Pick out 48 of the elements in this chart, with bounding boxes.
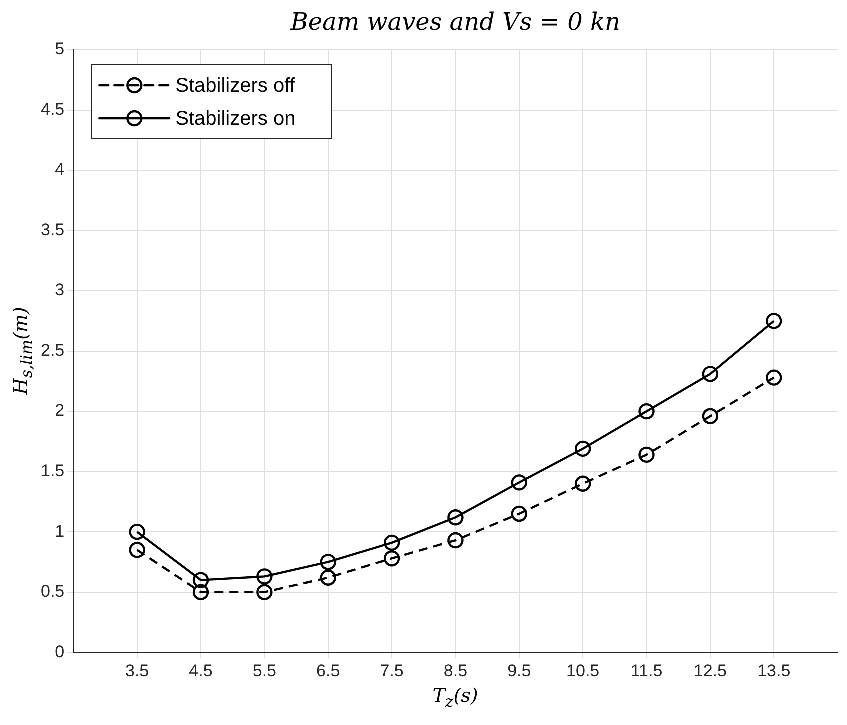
x-tick-label: 7.5 [380,661,404,680]
point [574,440,592,458]
point [511,474,528,491]
point [638,446,655,464]
x-tick-label: 5.5 [252,661,276,680]
point [320,570,336,586]
y-tick-label: 1.5 [40,462,65,481]
point [766,313,782,330]
point [129,524,146,540]
y-tick-label: 5 [55,40,65,59]
y-tick-label: 4 [55,160,65,180]
x-tick-label: 12.5 [694,661,727,680]
x-axis-title: T$_{z}$(s) [432,684,478,710]
point [320,554,336,570]
y-tick-label: 0 [55,642,65,662]
point [702,408,719,424]
point [256,584,273,600]
point [638,403,655,420]
point [256,568,273,585]
point [448,532,464,549]
y-tick-label: 2.5 [40,340,65,360]
x-tick-label: 3.5 [125,661,150,680]
point [574,476,592,492]
point [448,510,464,526]
point [384,550,400,567]
x-tick-label: 4.5 [189,661,213,680]
legend-label: Stabilizers on [176,108,296,130]
chart-title: Beam waves and Vs = 0 kn [290,8,620,36]
x-tick-label: 11.5 [630,661,663,680]
x-tick-label: 9.5 [508,661,532,680]
point [192,584,210,600]
x-tick-label: 13.5 [758,661,791,680]
point [384,534,400,552]
point [766,370,782,386]
x-tick-label: 8.5 [444,661,468,680]
y-tick-label: 0.5 [40,582,65,602]
x-tick-label: 6.5 [316,661,340,680]
y-tick-label: 1 [55,522,65,541]
y-tick-label: 4.5 [40,100,65,119]
point [192,572,210,588]
y-tick-label: 3 [55,280,65,300]
point [511,506,528,522]
point [129,542,146,558]
x-tick-label: 10.5 [566,661,600,680]
legend-label: Stabilizers off [176,75,296,98]
y-tick-label: 2 [55,401,65,420]
point [702,366,719,382]
y-tick-label: 3.5 [40,220,65,240]
